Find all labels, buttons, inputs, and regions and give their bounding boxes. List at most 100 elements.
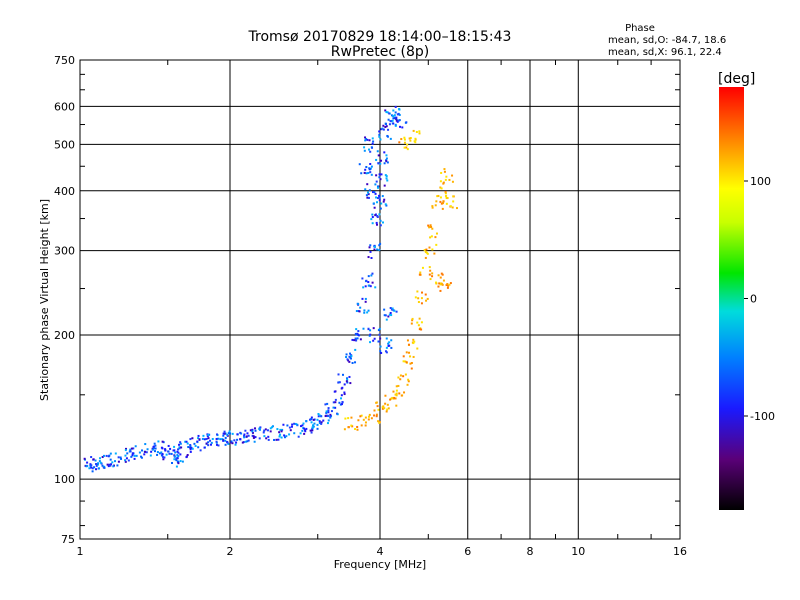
data-point xyxy=(310,421,313,424)
data-point xyxy=(349,357,352,360)
data-point xyxy=(371,137,374,140)
data-point xyxy=(444,192,447,195)
data-point xyxy=(370,146,373,149)
data-point xyxy=(242,441,245,444)
data-point xyxy=(357,330,360,333)
data-point xyxy=(404,360,407,363)
data-point xyxy=(417,301,420,304)
data-point xyxy=(130,447,133,450)
data-point xyxy=(222,434,225,437)
data-point xyxy=(388,112,391,115)
data-point xyxy=(390,339,393,342)
data-point xyxy=(304,430,307,433)
data-point xyxy=(368,167,371,170)
data-point xyxy=(421,266,424,269)
data-point xyxy=(175,459,178,462)
data-point xyxy=(372,327,375,330)
y-tick-label: 500 xyxy=(54,138,75,151)
data-point xyxy=(395,394,398,397)
data-point xyxy=(406,148,409,151)
data-point xyxy=(197,437,200,440)
data-point xyxy=(276,428,279,431)
data-point xyxy=(374,214,377,217)
data-point xyxy=(149,454,152,457)
data-point xyxy=(399,374,402,377)
data-point xyxy=(111,461,114,464)
data-point xyxy=(153,450,156,453)
data-point xyxy=(370,417,373,420)
data-point xyxy=(430,225,433,228)
colorbar-ticks: 100 0 -100 xyxy=(744,175,775,423)
data-point xyxy=(251,430,254,433)
data-point xyxy=(107,465,110,468)
data-point xyxy=(83,457,86,460)
data-point xyxy=(380,202,383,205)
data-point xyxy=(310,418,313,421)
data-point xyxy=(198,438,201,441)
data-point xyxy=(445,284,448,287)
data-point xyxy=(354,337,357,340)
data-point xyxy=(262,431,265,434)
data-point xyxy=(152,445,155,448)
data-point xyxy=(400,394,403,397)
data-point xyxy=(384,350,387,353)
data-point xyxy=(396,113,399,116)
data-point xyxy=(334,406,337,409)
data-point xyxy=(391,396,394,399)
data-point xyxy=(303,427,306,430)
data-point xyxy=(401,126,404,129)
data-point xyxy=(411,319,414,322)
data-point xyxy=(236,433,239,436)
data-point xyxy=(178,443,181,446)
data-point xyxy=(371,142,374,145)
data-point xyxy=(366,196,369,199)
data-point xyxy=(381,407,384,410)
data-point xyxy=(375,413,378,416)
data-point xyxy=(277,438,280,441)
data-point xyxy=(327,419,330,422)
data-point xyxy=(416,290,419,293)
data-point xyxy=(379,178,382,181)
data-point xyxy=(405,146,408,149)
data-point xyxy=(333,390,336,393)
data-point xyxy=(288,426,291,429)
data-point xyxy=(279,433,282,436)
data-point xyxy=(176,454,179,457)
data-point xyxy=(209,439,212,442)
data-point xyxy=(400,138,403,141)
data-point xyxy=(301,424,304,427)
data-point xyxy=(138,451,141,454)
data-point xyxy=(411,317,414,320)
data-point xyxy=(415,130,418,133)
data-point xyxy=(386,161,389,164)
data-point xyxy=(380,352,383,355)
data-point xyxy=(366,183,369,186)
data-point xyxy=(258,437,261,440)
data-point xyxy=(452,195,455,198)
data-point xyxy=(247,439,250,442)
data-point xyxy=(162,458,165,461)
data-point xyxy=(369,250,372,253)
data-point xyxy=(388,313,391,316)
data-point xyxy=(338,401,341,404)
data-point xyxy=(377,420,380,423)
data-point xyxy=(385,337,388,340)
data-point xyxy=(386,135,389,138)
data-point xyxy=(346,358,349,361)
data-point xyxy=(185,456,188,459)
data-point xyxy=(407,343,410,346)
data-point xyxy=(420,328,423,331)
data-point xyxy=(88,467,91,470)
data-point xyxy=(269,427,272,430)
data-point xyxy=(177,462,180,465)
data-point xyxy=(375,221,378,224)
data-point xyxy=(409,139,412,142)
data-point xyxy=(389,311,392,314)
data-point xyxy=(376,405,379,408)
data-point xyxy=(356,428,359,431)
data-point xyxy=(440,282,443,285)
data-point xyxy=(329,416,332,419)
data-point xyxy=(387,407,390,410)
data-point xyxy=(320,422,323,425)
data-point xyxy=(85,465,88,468)
